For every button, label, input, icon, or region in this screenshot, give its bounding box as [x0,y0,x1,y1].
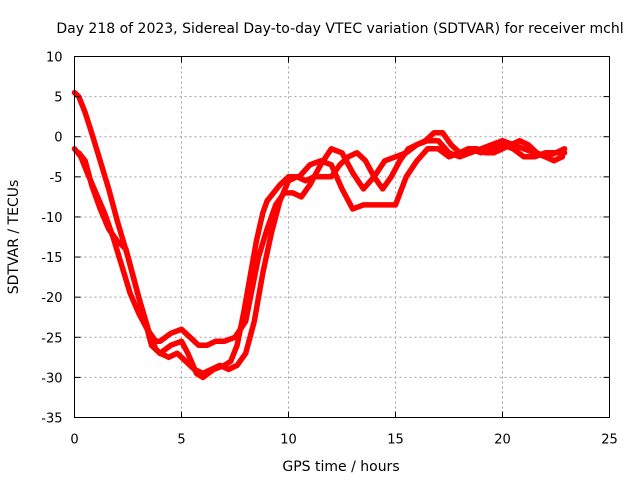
series-layer [71,89,568,381]
y-tick-label: -20 [41,291,62,306]
x-axis-title: GPS time / hours [282,459,399,475]
chart-title: Day 218 of 2023, Sidereal Day-to-day VTE… [56,21,623,37]
y-tick-label: -30 [41,371,62,386]
y-tick-label: -5 [50,171,63,186]
series-track-3 [76,129,566,377]
x-tick-label: 0 [70,433,78,448]
y-axis-title: SDTVAR / TECUs [6,180,22,295]
y-tick-label: -35 [41,412,62,427]
x-tick-label: 5 [177,433,185,448]
x-tick-label: 15 [387,433,404,448]
grid-layer [74,56,610,418]
tick-layer: 0 5 10 15 20 25 -35 -30 -25 -20 -15 -10 -5 0 5 10 [41,51,618,448]
plot-frame [74,56,610,418]
series-track-2 [71,137,568,349]
y-tick-label: 10 [46,51,63,66]
x-tick-label: 20 [494,433,511,448]
y-tick-label: -10 [41,211,62,226]
x-tick-label: 25 [601,433,618,448]
y-tick-label: -15 [41,251,62,266]
y-tick-label: 0 [54,131,62,146]
x-tick-label: 10 [280,433,297,448]
y-tick-label: 5 [54,91,62,106]
y-tick-label: -25 [41,331,62,346]
